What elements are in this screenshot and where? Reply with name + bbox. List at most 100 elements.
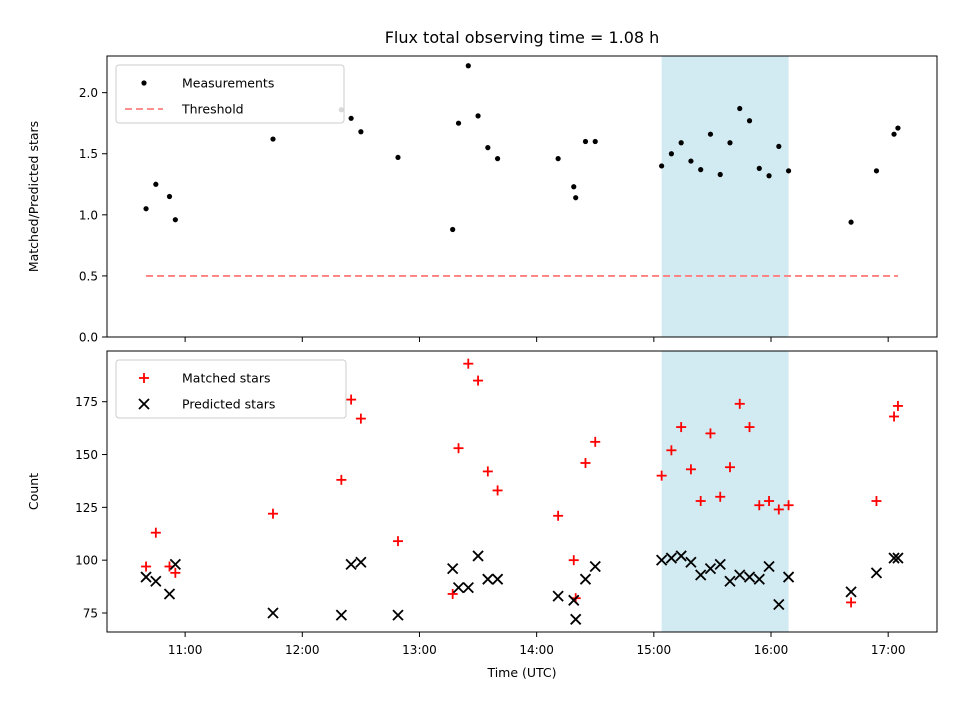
legend-label: Matched stars <box>182 371 270 386</box>
x-stroke-2 <box>392 609 404 621</box>
data-point <box>143 206 149 212</box>
x-stroke-2 <box>743 571 756 583</box>
legend-marker <box>141 80 147 86</box>
data-point <box>666 445 677 456</box>
legend-label: Measurements <box>182 76 274 91</box>
x-stroke-2 <box>140 571 152 583</box>
x-stroke-2 <box>472 550 484 562</box>
data-point <box>582 138 589 145</box>
x-stroke-2 <box>724 575 736 587</box>
data-point <box>873 168 880 174</box>
data-point <box>695 496 706 507</box>
data-point <box>395 154 401 161</box>
legend-box <box>115 64 345 124</box>
data-point <box>685 464 696 475</box>
data-point <box>753 573 765 585</box>
x-tick-label: 11:00 <box>168 643 203 657</box>
data-point <box>763 560 775 573</box>
y-tick-label: 1.0 <box>79 208 98 222</box>
data-point <box>267 607 279 619</box>
x-stroke-2 <box>552 590 564 602</box>
x-stroke-2 <box>763 560 775 573</box>
highlight-span <box>661 56 789 337</box>
data-point <box>573 195 579 201</box>
legend: Matched stars Predicted stars <box>115 359 347 419</box>
data-point <box>472 550 484 562</box>
data-point <box>473 375 484 386</box>
data-point <box>462 581 474 594</box>
legend-label: Threshold <box>181 102 244 117</box>
x-stroke-2 <box>150 575 162 587</box>
x-stroke-2 <box>570 613 582 625</box>
y-tick-label: 150 <box>75 448 98 462</box>
data-point <box>717 171 723 178</box>
data-point <box>346 394 357 405</box>
data-point <box>453 443 464 454</box>
data-point <box>785 168 792 174</box>
data-point <box>704 562 717 575</box>
data-point <box>782 571 795 583</box>
data-point <box>447 588 458 599</box>
data-point <box>568 555 579 566</box>
series-predicted-stars <box>140 550 904 625</box>
x-stroke-2 <box>447 562 459 575</box>
data-point <box>491 573 504 585</box>
data-point <box>688 158 694 164</box>
x-stroke-2 <box>665 552 678 564</box>
data-point <box>150 527 161 538</box>
data-point <box>870 567 883 579</box>
data-point <box>455 120 462 126</box>
data-point <box>744 422 755 433</box>
data-point <box>570 613 582 625</box>
data-point <box>756 165 762 171</box>
data-point <box>592 138 598 145</box>
data-point <box>656 470 667 481</box>
x-stroke-2 <box>138 398 150 410</box>
y-tick-label: 0.0 <box>79 331 98 345</box>
x-stroke-2 <box>589 560 601 573</box>
x-stroke-2 <box>892 552 904 564</box>
data-point <box>848 219 854 225</box>
data-point <box>465 63 471 69</box>
data-point <box>335 609 347 621</box>
y-tick-label: 100 <box>75 554 98 568</box>
data-point <box>665 552 678 564</box>
data-point <box>555 156 561 162</box>
data-point <box>705 428 716 439</box>
data-point <box>871 496 882 507</box>
data-point <box>492 485 503 496</box>
x-stroke-2 <box>163 588 176 600</box>
x-stroke-2 <box>714 558 726 571</box>
data-point <box>714 558 726 571</box>
data-point <box>268 508 278 519</box>
x-stroke-2 <box>773 598 785 611</box>
x-stroke-2 <box>870 567 883 579</box>
x-stroke-2 <box>734 569 746 581</box>
x-stroke-2 <box>579 573 592 585</box>
data-point <box>783 500 794 511</box>
data-point <box>773 504 784 515</box>
legend-marker <box>138 398 150 410</box>
data-point <box>668 151 675 157</box>
data-point <box>358 129 364 135</box>
data-point <box>355 413 366 424</box>
data-point <box>678 140 684 146</box>
x-tick-label: 13:00 <box>402 643 437 657</box>
data-point <box>724 575 736 587</box>
data-point <box>170 567 181 578</box>
series-matched-stars <box>141 358 903 608</box>
data-point <box>463 358 474 369</box>
data-point <box>140 571 152 583</box>
data-point <box>568 594 580 606</box>
data-point <box>746 118 753 124</box>
x-stroke-2 <box>675 550 687 562</box>
data-point <box>447 562 459 575</box>
data-point <box>553 510 564 521</box>
x-tick-label: 17:00 <box>871 643 906 657</box>
data-point <box>141 561 152 572</box>
x-stroke-2 <box>655 554 668 566</box>
x-stroke-2 <box>452 581 465 594</box>
data-point <box>270 136 276 142</box>
axes-frame <box>106 55 938 338</box>
